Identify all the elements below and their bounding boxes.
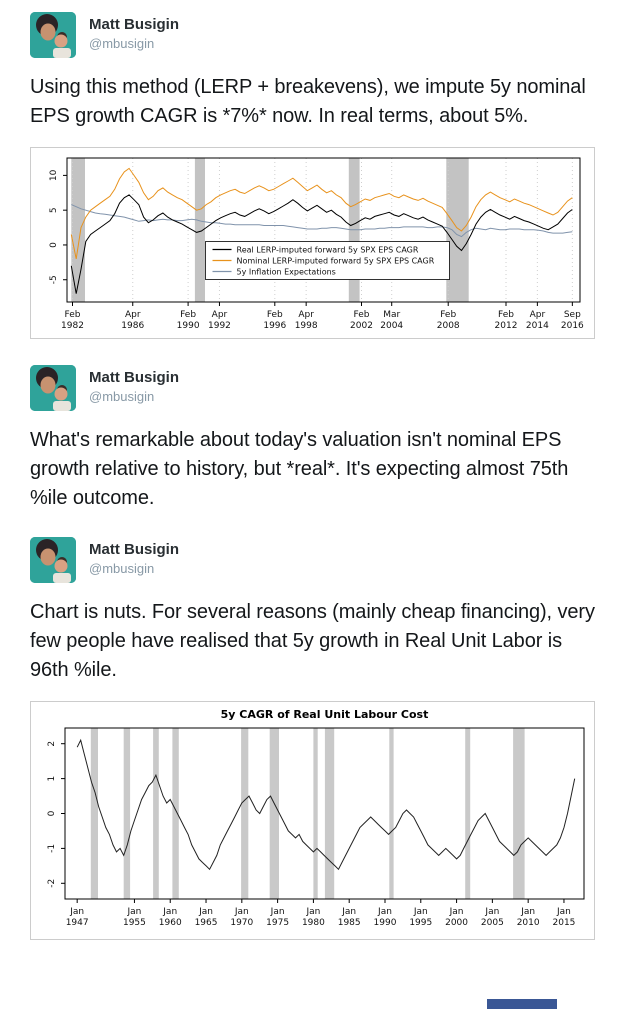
avatar-image bbox=[30, 537, 76, 583]
svg-text:0: 0 bbox=[49, 242, 59, 248]
svg-text:2012: 2012 bbox=[495, 321, 518, 331]
author-handle[interactable]: @mbusigin bbox=[89, 561, 155, 576]
svg-text:5y CAGR of Real Unit Labour Co: 5y CAGR of Real Unit Labour Cost bbox=[221, 708, 429, 721]
author-name[interactable]: Matt Busigin bbox=[89, 541, 179, 558]
svg-text:Jan: Jan bbox=[484, 907, 499, 917]
svg-text:Real LERP-imputed forward 5y S: Real LERP-imputed forward 5y SPX EPS CAG… bbox=[237, 246, 419, 255]
avatar[interactable] bbox=[30, 365, 76, 411]
author-handle[interactable]: @mbusigin bbox=[89, 389, 155, 404]
svg-text:1: 1 bbox=[47, 776, 57, 782]
svg-text:Jan: Jan bbox=[270, 907, 285, 917]
svg-text:1947: 1947 bbox=[66, 918, 89, 928]
svg-text:1990: 1990 bbox=[374, 918, 397, 928]
svg-text:1970: 1970 bbox=[230, 918, 253, 928]
svg-text:2010: 2010 bbox=[517, 918, 540, 928]
svg-text:Apr: Apr bbox=[212, 310, 228, 320]
svg-text:Jan: Jan bbox=[198, 907, 213, 917]
tweet-text: Using this method (LERP + breakevens), w… bbox=[30, 76, 586, 127]
svg-text:2005: 2005 bbox=[481, 918, 504, 928]
svg-text:1992: 1992 bbox=[208, 321, 231, 331]
svg-text:Jan: Jan bbox=[305, 907, 320, 917]
svg-text:2008: 2008 bbox=[437, 321, 460, 331]
avatar[interactable] bbox=[30, 12, 76, 58]
tweet-1-header: Matt Busigin @mbusigin bbox=[30, 12, 595, 58]
svg-text:2014: 2014 bbox=[526, 321, 549, 331]
svg-text:2015: 2015 bbox=[553, 918, 576, 928]
author-name[interactable]: Matt Busigin bbox=[89, 16, 179, 33]
svg-text:2016: 2016 bbox=[561, 321, 584, 331]
svg-text:Feb: Feb bbox=[440, 310, 456, 320]
svg-text:5: 5 bbox=[49, 207, 59, 213]
svg-text:Jan: Jan bbox=[234, 907, 249, 917]
svg-text:Sep: Sep bbox=[564, 310, 581, 320]
svg-text:Jan: Jan bbox=[520, 907, 535, 917]
svg-text:Jan: Jan bbox=[127, 907, 142, 917]
tweet-3-header: Matt Busigin @mbusigin bbox=[30, 537, 595, 583]
svg-text:2000: 2000 bbox=[445, 918, 468, 928]
svg-text:Feb: Feb bbox=[354, 310, 370, 320]
svg-text:Jan: Jan bbox=[413, 907, 428, 917]
svg-text:Jan: Jan bbox=[69, 907, 84, 917]
tweet-text: What's remarkable about today's valuatio… bbox=[30, 429, 569, 509]
svg-text:Feb: Feb bbox=[498, 310, 514, 320]
cropped-blue-element bbox=[487, 999, 557, 1009]
svg-text:10: 10 bbox=[49, 169, 59, 181]
tweet-text: Chart is nuts. For several reasons (main… bbox=[30, 601, 595, 681]
svg-text:Jan: Jan bbox=[449, 907, 464, 917]
svg-text:Jan: Jan bbox=[341, 907, 356, 917]
svg-text:1995: 1995 bbox=[409, 918, 432, 928]
svg-text:2004: 2004 bbox=[380, 321, 403, 331]
svg-text:Jan: Jan bbox=[556, 907, 571, 917]
avatar-image bbox=[30, 12, 76, 58]
svg-text:1955: 1955 bbox=[123, 918, 146, 928]
tweet-media-chart-real-ulc[interactable]: Jan 1947 Jan 1955 Jan 1960 Jan 1965 Jan 1970 Jan 19… bbox=[30, 701, 595, 940]
tweet-media-chart-eps-cagr[interactable]: Feb 1982 Apr 1986 Feb 1990 Apr 1992 Feb 1996 Apr 19… bbox=[30, 147, 595, 339]
avatar-image bbox=[30, 365, 76, 411]
svg-text:Nominal LERP-imputed forward 5: Nominal LERP-imputed forward 5y SPX EPS … bbox=[237, 257, 435, 266]
svg-text:1982: 1982 bbox=[61, 321, 84, 331]
svg-text:5y Inflation Expectations: 5y Inflation Expectations bbox=[237, 268, 336, 277]
svg-text:Feb: Feb bbox=[267, 310, 283, 320]
svg-text:Feb: Feb bbox=[180, 310, 196, 320]
avatar[interactable] bbox=[30, 537, 76, 583]
svg-text:Apr: Apr bbox=[530, 310, 546, 320]
svg-text:1990: 1990 bbox=[177, 321, 200, 331]
author-block: Matt Busigin @mbusigin bbox=[89, 537, 179, 576]
tweet-3: Matt Busigin @mbusigin Chart is nuts. Fo… bbox=[0, 513, 625, 940]
author-handle[interactable]: @mbusigin bbox=[89, 36, 155, 51]
tweet-1: Matt Busigin @mbusigin Using this method… bbox=[0, 0, 625, 339]
tweet-2-header: Matt Busigin @mbusigin bbox=[30, 365, 595, 411]
svg-text:-5: -5 bbox=[49, 275, 59, 284]
svg-text:Mar: Mar bbox=[383, 310, 400, 320]
svg-text:1965: 1965 bbox=[195, 918, 218, 928]
author-name[interactable]: Matt Busigin bbox=[89, 369, 179, 386]
svg-text:1986: 1986 bbox=[121, 321, 144, 331]
svg-text:1975: 1975 bbox=[266, 918, 289, 928]
svg-text:1996: 1996 bbox=[263, 321, 286, 331]
svg-text:Apr: Apr bbox=[125, 310, 141, 320]
svg-text:-2: -2 bbox=[47, 879, 57, 888]
svg-text:0: 0 bbox=[47, 810, 57, 816]
svg-text:2002: 2002 bbox=[350, 321, 373, 331]
svg-text:-1: -1 bbox=[47, 844, 57, 853]
author-block: Matt Busigin @mbusigin bbox=[89, 365, 179, 404]
svg-text:Feb: Feb bbox=[65, 310, 81, 320]
svg-text:1998: 1998 bbox=[295, 321, 318, 331]
svg-text:1980: 1980 bbox=[302, 918, 325, 928]
svg-text:Apr: Apr bbox=[298, 310, 314, 320]
svg-text:1960: 1960 bbox=[159, 918, 182, 928]
tweet-2: Matt Busigin @mbusigin What's remarkable… bbox=[0, 339, 625, 513]
svg-text:1985: 1985 bbox=[338, 918, 361, 928]
svg-text:Jan: Jan bbox=[377, 907, 392, 917]
author-block: Matt Busigin @mbusigin bbox=[89, 12, 179, 51]
svg-text:Jan: Jan bbox=[162, 907, 177, 917]
svg-text:2: 2 bbox=[47, 741, 57, 747]
